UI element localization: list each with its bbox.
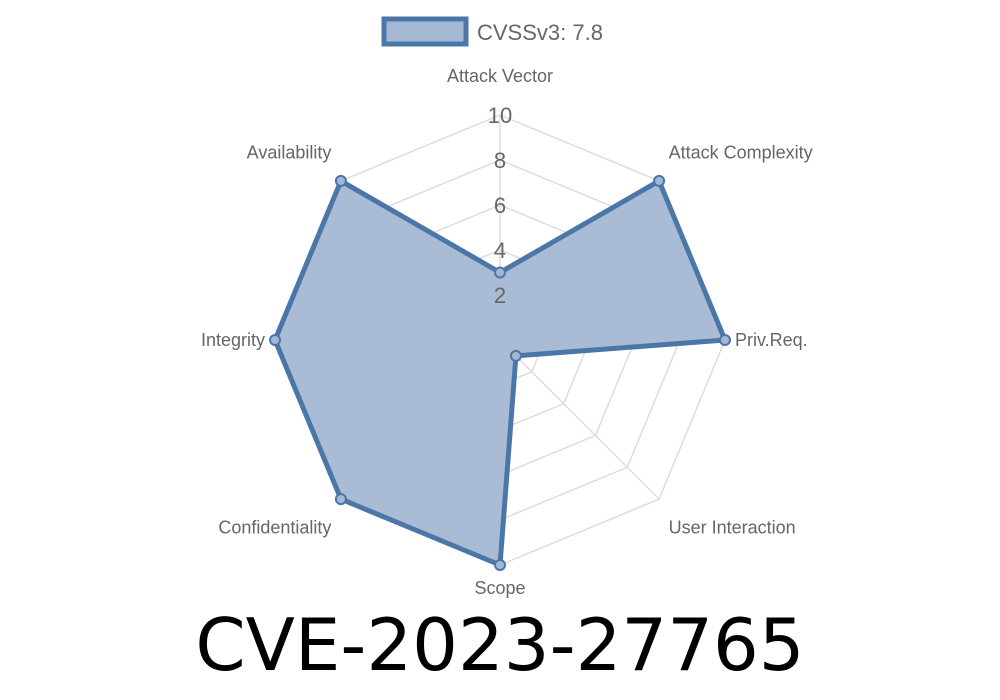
axis-label: Priv.Req. <box>735 330 808 350</box>
data-point[interactable] <box>269 334 281 346</box>
data-point[interactable] <box>334 174 347 187</box>
legend-label: CVSSv3: 7.8 <box>477 20 603 45</box>
axis-label: Attack Vector <box>447 66 553 86</box>
axis-label: Attack Complexity <box>669 142 813 162</box>
axis-label: Confidentiality <box>218 518 331 538</box>
data-point[interactable] <box>509 349 522 362</box>
data-point[interactable] <box>494 266 506 279</box>
tick-label: 4 <box>494 238 506 263</box>
axis-label: Integrity <box>201 330 265 350</box>
data-point[interactable] <box>719 334 731 346</box>
axis-label: Scope <box>474 578 525 598</box>
tick-label: 10 <box>488 103 512 128</box>
data-point[interactable] <box>334 493 347 506</box>
axis-label: Availability <box>247 142 332 162</box>
legend[interactable]: CVSSv3: 7.8 <box>381 16 603 47</box>
grid-spoke <box>499 339 660 500</box>
tick-label: 2 <box>494 283 506 308</box>
cve-title: CVE-2023-27765 <box>195 603 805 687</box>
data-point[interactable] <box>653 174 666 187</box>
axis-label: User Interaction <box>669 518 796 538</box>
data-point[interactable] <box>494 559 506 571</box>
tick-label: 6 <box>494 193 506 218</box>
legend-swatch <box>381 16 469 47</box>
tick-label: 8 <box>494 148 506 173</box>
